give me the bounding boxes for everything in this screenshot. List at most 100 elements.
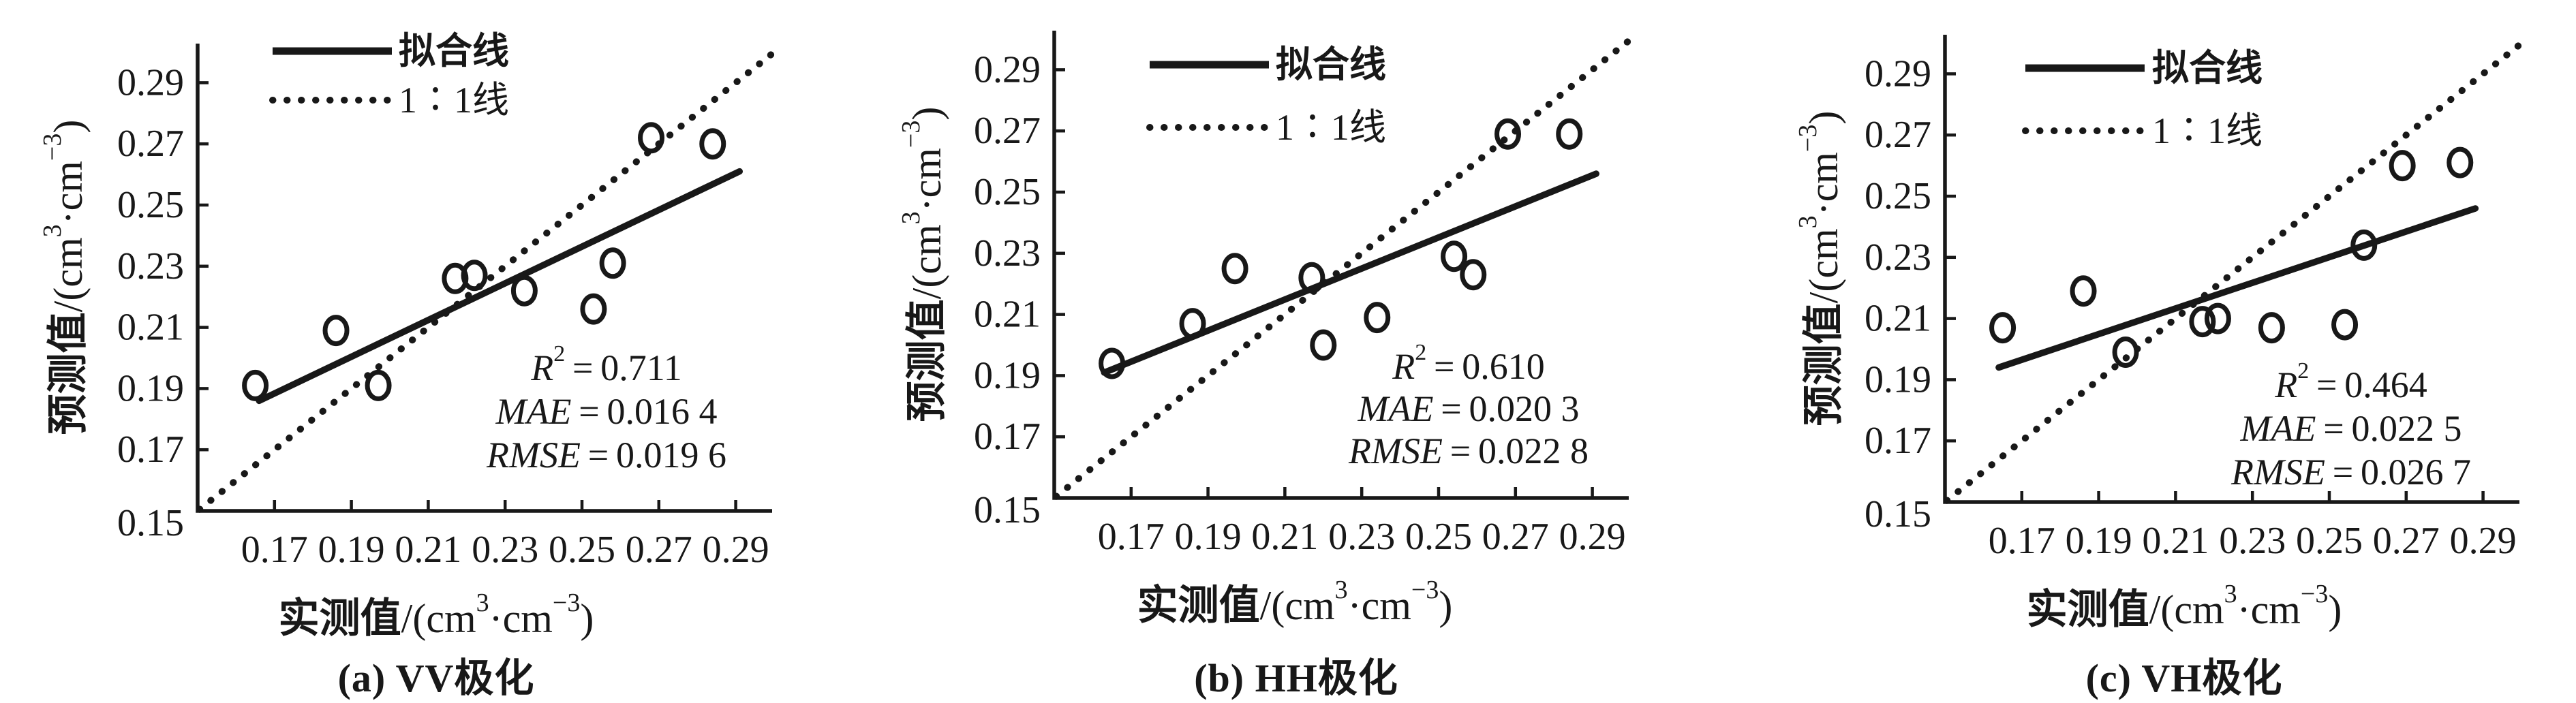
x-tick-label: 0.19 — [2066, 520, 2132, 562]
x-tick-label: 0.27 — [626, 529, 692, 571]
legend-label-fit: 拟合线 — [1276, 44, 1386, 85]
data-point — [1298, 262, 1325, 294]
y-tick-label: 0.23 — [1865, 236, 1931, 279]
panel-vh: 0.15 0.17 0.19 0.21 0.23 0.25 0.27 0.29 0.17 0.19… — [1717, 0, 2576, 703]
y-tick-label: 0.21 — [974, 294, 1041, 336]
x-tick-label: 0.29 — [1559, 516, 1626, 558]
data-points — [1099, 118, 1583, 379]
y-tick-label: 0.15 — [1865, 493, 1931, 535]
y-axis-label: 预测值/(cm3·cm−3) — [38, 120, 91, 435]
data-point — [599, 247, 626, 279]
x-tick-label: 0.17 — [241, 529, 308, 571]
data-point — [2112, 336, 2139, 368]
legend-label-fit: 拟合线 — [2152, 48, 2263, 89]
x-axis-label: 实测值/(cm3·cm−3) — [2027, 580, 2342, 632]
y-tick-label: 0.25 — [1865, 175, 1931, 217]
data-point — [2350, 229, 2378, 261]
data-point — [1556, 118, 1583, 150]
y-tick-label: 0.19 — [974, 354, 1041, 396]
data-point — [1989, 312, 2017, 344]
x-tick-label: 0.27 — [1482, 516, 1549, 558]
x-tick-label: 0.23 — [472, 529, 538, 571]
x-tick-label: 0.25 — [1405, 516, 1472, 558]
stat-mae: MAE = 0.022 5 — [2239, 408, 2462, 449]
data-point — [2189, 306, 2216, 338]
legend: 拟合线 1∶1线 — [2022, 48, 2263, 151]
x-tick-label: 0.21 — [1251, 516, 1318, 558]
data-point — [2389, 150, 2416, 182]
y-axis-label: 预测值/(cm3·cm−3) — [897, 107, 949, 422]
data-point — [699, 128, 726, 160]
panel-caption-hh: (b) HH极化 — [1194, 656, 1398, 700]
legend-label-identity: 1∶1线 — [399, 80, 509, 121]
y-tick-label: 0.17 — [974, 416, 1041, 458]
x-tick-label: 0.25 — [549, 529, 615, 571]
y-tick-label: 0.29 — [117, 61, 184, 104]
data-point — [1310, 329, 1337, 361]
y-tick-label: 0.27 — [1865, 114, 1931, 156]
panel-caption-vv: (a) VV极化 — [337, 656, 535, 700]
y-tick-label: 0.17 — [117, 428, 184, 471]
fit-line — [1995, 205, 2479, 371]
data-points — [1989, 146, 2474, 368]
y-tick-label: 0.25 — [117, 184, 184, 226]
x-tick-label: 0.29 — [703, 529, 769, 571]
data-point — [510, 275, 538, 307]
x-tick-label: 0.29 — [2450, 520, 2517, 562]
data-point — [2258, 312, 2285, 344]
stat-rmse: RMSE = 0.026 7 — [2230, 452, 2471, 493]
panel-hh: 0.15 0.17 0.19 0.21 0.23 0.25 0.27 0.29 0.17 0.19… — [859, 0, 1717, 703]
data-point — [1441, 240, 1468, 272]
x-tick-label: 0.25 — [2296, 520, 2363, 562]
x-tick-label: 0.17 — [1989, 520, 2055, 562]
data-point — [1364, 302, 1391, 334]
x-tick-label: 0.23 — [1328, 516, 1395, 558]
x-tick-label: 0.23 — [2219, 520, 2286, 562]
y-tick-label: 0.23 — [117, 245, 184, 287]
x-tick-label: 0.19 — [318, 529, 385, 571]
data-point — [2447, 146, 2474, 178]
legend-label-fit: 拟合线 — [399, 31, 509, 72]
stat-r2: R2 = 0.711 — [530, 341, 682, 389]
scatter-chart-hh: 0.150.170.190.210.230.250.270.290.17 0.19… — [897, 31, 1633, 628]
data-points — [242, 122, 726, 401]
data-point — [365, 369, 392, 401]
panel-vv: 0.15 0.17 0.19 0.21 0.23 0.25 0.27 0.29 0.17 0.19… — [0, 0, 859, 703]
legend: 拟合线 1∶1线 — [1146, 44, 1386, 148]
x-tick-label: 0.17 — [1098, 516, 1165, 558]
legend-label-identity: 1∶1线 — [2152, 110, 2263, 151]
y-tick-label: 0.29 — [1865, 52, 1931, 95]
data-point — [2070, 275, 2097, 307]
x-tick-label: 0.21 — [2142, 520, 2209, 562]
panel-caption-vh: (c) VH极化 — [2085, 656, 2283, 700]
stat-rmse: RMSE = 0.019 6 — [486, 435, 726, 475]
stat-mae: MAE = 0.016 4 — [495, 391, 717, 432]
data-point — [1179, 308, 1206, 340]
y-tick-label: 0.19 — [117, 367, 184, 409]
data-point — [2331, 309, 2359, 341]
y-tick-label: 0.25 — [974, 171, 1041, 213]
x-tick-label: 0.27 — [2373, 520, 2440, 562]
scatter-chart-vv: 0.150.170.190.210.230.250.270.290.17 0.19… — [38, 31, 776, 641]
data-point — [580, 293, 607, 325]
y-tick-label: 0.17 — [1865, 420, 1931, 462]
y-tick-label: 0.21 — [117, 307, 184, 349]
y-tick-label: 0.29 — [974, 48, 1041, 91]
y-tick-label: 0.21 — [1865, 298, 1931, 340]
x-tick-label: 0.19 — [1175, 516, 1242, 558]
y-tick-label: 0.27 — [117, 123, 184, 165]
data-point — [1494, 118, 1522, 150]
data-point — [1221, 253, 1248, 285]
y-tick-label: 0.15 — [974, 489, 1041, 531]
fit-line — [1101, 170, 1599, 376]
data-point — [2204, 302, 2231, 334]
legend: 拟合线 1∶1线 — [269, 31, 509, 121]
y-tick-label: 0.19 — [1865, 358, 1931, 401]
y-tick-label: 0.23 — [974, 232, 1041, 275]
data-point — [461, 260, 488, 292]
data-point — [1460, 259, 1487, 291]
fit-line — [256, 168, 743, 405]
data-point — [322, 315, 350, 347]
scatter-chart-vh: 0.150.170.190.210.230.250.270.290.17 0.19… — [1794, 35, 2524, 632]
